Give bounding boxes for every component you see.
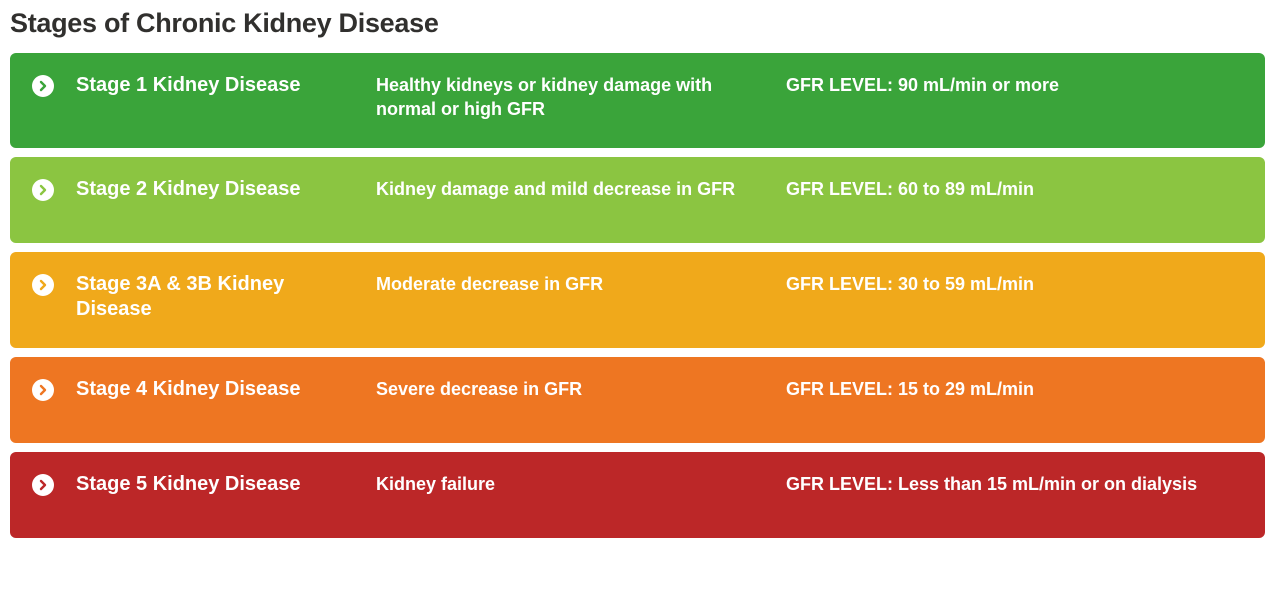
stage-gfr-level: GFR LEVEL: Less than 15 mL/min or on dia…: [786, 472, 1243, 496]
chevron-right-icon[interactable]: [32, 379, 54, 401]
stage-name: Stage 5 Kidney Disease: [76, 472, 376, 497]
expand-icon-cell: [32, 377, 76, 401]
stage-gfr-level: GFR LEVEL: 15 to 29 mL/min: [786, 377, 1243, 401]
stage-name: Stage 4 Kidney Disease: [76, 377, 376, 402]
stage-description: Kidney damage and mild decrease in GFR: [376, 177, 786, 201]
chevron-right-icon[interactable]: [32, 274, 54, 296]
stage-row[interactable]: Stage 2 Kidney Disease Kidney damage and…: [10, 157, 1265, 243]
chevron-right-icon[interactable]: [32, 179, 54, 201]
expand-icon-cell: [32, 472, 76, 496]
stage-description: Healthy kidneys or kidney damage with no…: [376, 73, 786, 122]
stage-row[interactable]: Stage 3A & 3B Kidney Disease Moderate de…: [10, 252, 1265, 348]
chevron-right-icon[interactable]: [32, 75, 54, 97]
stage-name: Stage 1 Kidney Disease: [76, 73, 376, 98]
page-title: Stages of Chronic Kidney Disease: [10, 8, 1265, 39]
stages-container: Stage 1 Kidney Disease Healthy kidneys o…: [10, 53, 1265, 538]
stage-description: Kidney failure: [376, 472, 786, 496]
stage-gfr-level: GFR LEVEL: 60 to 89 mL/min: [786, 177, 1243, 201]
stage-name: Stage 3A & 3B Kidney Disease: [76, 272, 376, 322]
stage-description: Moderate decrease in GFR: [376, 272, 786, 296]
stage-row[interactable]: Stage 1 Kidney Disease Healthy kidneys o…: [10, 53, 1265, 148]
stage-row[interactable]: Stage 4 Kidney Disease Severe decrease i…: [10, 357, 1265, 443]
stage-gfr-level: GFR LEVEL: 30 to 59 mL/min: [786, 272, 1243, 296]
chevron-right-icon[interactable]: [32, 474, 54, 496]
stage-name: Stage 2 Kidney Disease: [76, 177, 376, 202]
stage-row[interactable]: Stage 5 Kidney Disease Kidney failure GF…: [10, 452, 1265, 538]
expand-icon-cell: [32, 177, 76, 201]
expand-icon-cell: [32, 272, 76, 296]
expand-icon-cell: [32, 73, 76, 97]
stage-gfr-level: GFR LEVEL: 90 mL/min or more: [786, 73, 1243, 97]
stage-description: Severe decrease in GFR: [376, 377, 786, 401]
